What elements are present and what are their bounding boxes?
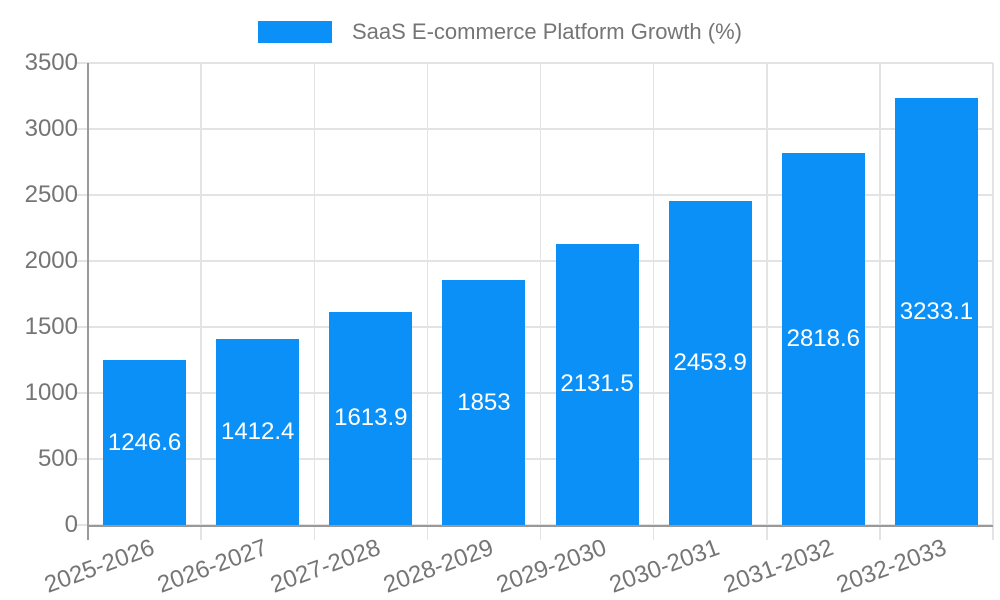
x-tick-label: 2025-2026 <box>40 534 158 599</box>
y-axis-tick-mark <box>75 392 88 394</box>
y-axis-tick-mark <box>75 62 88 64</box>
bar-value-label: 1853 <box>457 388 511 416</box>
y-tick-label: 1500 <box>24 313 78 340</box>
bar: 1853 <box>442 280 526 525</box>
y-tick-label: 3000 <box>24 115 78 142</box>
x-axis-tick-mark <box>879 525 881 540</box>
y-tick-label: 500 <box>37 445 78 472</box>
x-axis-tick-mark <box>200 525 202 540</box>
gridline-vertical <box>539 63 542 525</box>
y-axis-tick-mark <box>75 326 88 328</box>
bar: 1613.9 <box>329 311 413 525</box>
bar-value-label: 1613.9 <box>334 404 408 432</box>
y-axis-tick-mark <box>75 194 88 196</box>
gridline-vertical <box>652 63 655 525</box>
y-tick-label: 2500 <box>24 181 78 208</box>
legend-label: SaaS E-commerce Platform Growth (%) <box>352 19 742 44</box>
y-axis-tick-mark <box>75 524 88 526</box>
y-axis-line <box>87 63 89 540</box>
x-axis-tick-mark <box>652 525 655 540</box>
bar: 1412.4 <box>216 338 300 525</box>
bar: 2453.9 <box>668 201 752 525</box>
bar: 1246.6 <box>103 360 187 525</box>
y-axis-tick-mark <box>75 128 88 130</box>
gridline-vertical <box>766 63 768 525</box>
x-tick-label: 2032-2033 <box>832 534 950 599</box>
x-tick-label: 2026-2027 <box>153 534 271 599</box>
y-tick-label: 0 <box>64 511 78 538</box>
x-tick-label: 2027-2028 <box>266 534 385 599</box>
bar: 2131.5 <box>555 243 639 525</box>
bar: 3233.1 <box>894 98 978 525</box>
bar-value-label: 2131.5 <box>560 370 634 398</box>
x-axis-tick-mark <box>426 525 429 540</box>
bar-value-label: 1246.6 <box>107 428 182 456</box>
x-axis-line <box>88 525 993 527</box>
x-tick-label: 2029-2030 <box>493 534 611 599</box>
y-axis-tick-mark <box>75 260 88 262</box>
gridline-vertical <box>313 63 315 525</box>
x-axis-tick-mark <box>766 525 768 540</box>
x-tick-label: 2028-2029 <box>380 534 498 599</box>
y-tick-label: 1000 <box>24 379 78 406</box>
legend-color-swatch <box>258 21 332 43</box>
gridline-vertical <box>426 63 429 525</box>
chart-legend: SaaS E-commerce Platform Growth (%) <box>0 14 1000 50</box>
x-axis-tick-mark <box>539 525 542 540</box>
bar-value-label: 3233.1 <box>899 297 974 325</box>
bar-value-label: 2453.9 <box>673 349 747 377</box>
x-axis-tick-mark <box>992 525 994 540</box>
bar: 2818.6 <box>781 152 865 525</box>
x-axis-tick-mark <box>313 525 315 540</box>
bar-value-label: 1412.4 <box>220 417 295 445</box>
x-tick-label: 2030-2031 <box>606 534 724 599</box>
gridline-vertical <box>200 63 202 525</box>
gridline-vertical <box>992 63 994 525</box>
x-tick-label: 2031-2032 <box>719 534 837 599</box>
y-tick-label: 3500 <box>24 49 78 76</box>
y-axis-tick-mark <box>75 458 88 460</box>
y-tick-label: 2000 <box>24 247 78 274</box>
bar-value-label: 2818.6 <box>786 324 861 352</box>
gridline-vertical <box>879 63 881 525</box>
